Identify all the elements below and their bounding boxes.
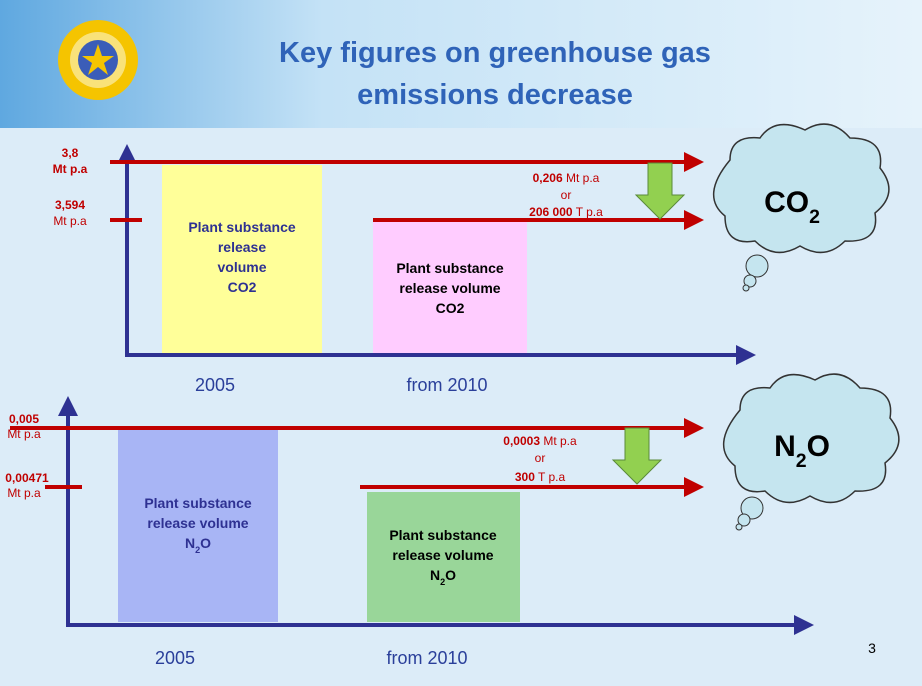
text-part: volume <box>217 259 266 275</box>
year-label: 2005 <box>195 375 235 395</box>
reduction-alt: 300 T p.a <box>515 470 566 484</box>
level-value: 0,00471 <box>5 471 49 485</box>
level-unit: Mt p.a <box>53 162 88 176</box>
text-part: Plant substance <box>389 527 497 543</box>
year-label: 2005 <box>155 648 195 668</box>
amount: 206 000 <box>529 205 573 219</box>
unit: Mt p.a <box>566 171 600 185</box>
unit: T p.a <box>538 470 565 484</box>
level-value: 3,594 <box>55 198 85 212</box>
text-part: N <box>185 535 195 551</box>
text-part: release volume <box>399 280 500 296</box>
text-part: Plant substance <box>396 260 504 276</box>
cloud-bubble <box>743 285 749 291</box>
amount: 0,206 <box>533 171 563 185</box>
cloud-bubble <box>746 255 768 277</box>
text-part: Plant substance <box>188 219 296 235</box>
bar-label-line: CO2 <box>436 300 465 316</box>
reduction-alt: 206 000 T p.a <box>529 205 603 219</box>
reduction-amount: 0,0003 Mt p.a <box>503 434 577 448</box>
level-unit: Mt p.a <box>53 214 87 228</box>
logo <box>58 20 138 100</box>
bar-label-line: release volume <box>399 280 500 296</box>
bar-label-line: CO2 <box>228 279 257 295</box>
text-part: release <box>218 239 266 255</box>
level-value: 3,8 <box>62 146 79 160</box>
level-unit: Mt p.a <box>7 486 41 500</box>
cloud-bubble <box>736 524 742 530</box>
page-number: 3 <box>868 640 876 656</box>
text-part: release volume <box>147 515 248 531</box>
bar-label-line: release volume <box>392 547 493 563</box>
bar-label-line: Plant substance <box>389 527 497 543</box>
subscript: 2 <box>796 450 807 472</box>
bar-label-line: Plant substance <box>188 219 296 235</box>
text-part: Plant substance <box>144 495 252 511</box>
text-part: CO <box>764 186 809 219</box>
text-part: O <box>807 430 830 463</box>
text-part: O <box>200 535 211 551</box>
bar-label-line: release volume <box>147 515 248 531</box>
title-line: Key figures on greenhouse gas <box>279 37 711 69</box>
title-line: emissions decrease <box>357 79 633 111</box>
bar-label-line: Plant substance <box>396 260 504 276</box>
reduction-amount: 0,206 Mt p.a <box>533 171 600 185</box>
unit: T p.a <box>576 205 603 219</box>
level-unit: Mt p.a <box>7 427 41 441</box>
amount: 0,0003 <box>503 434 540 448</box>
subscript: 2 <box>809 206 820 228</box>
text-part: O <box>445 567 456 583</box>
bar-label-line: release <box>218 239 266 255</box>
bar-label-line: volume <box>217 259 266 275</box>
bar-label-line: Plant substance <box>144 495 252 511</box>
reduction-connector: or <box>535 451 546 465</box>
text-part: N <box>430 567 440 583</box>
amount: 300 <box>515 470 535 484</box>
text-part: CO2 <box>436 300 465 316</box>
slide: Key figures on greenhouse gas emissions … <box>0 0 922 686</box>
text-part: N <box>774 430 796 463</box>
year-label: from 2010 <box>386 648 467 668</box>
unit: Mt p.a <box>543 434 577 448</box>
text-part: release volume <box>392 547 493 563</box>
year-label: from 2010 <box>406 375 487 395</box>
reduction-connector: or <box>561 188 572 202</box>
level-value: 0,005 <box>9 412 39 426</box>
text-part: CO2 <box>228 279 257 295</box>
